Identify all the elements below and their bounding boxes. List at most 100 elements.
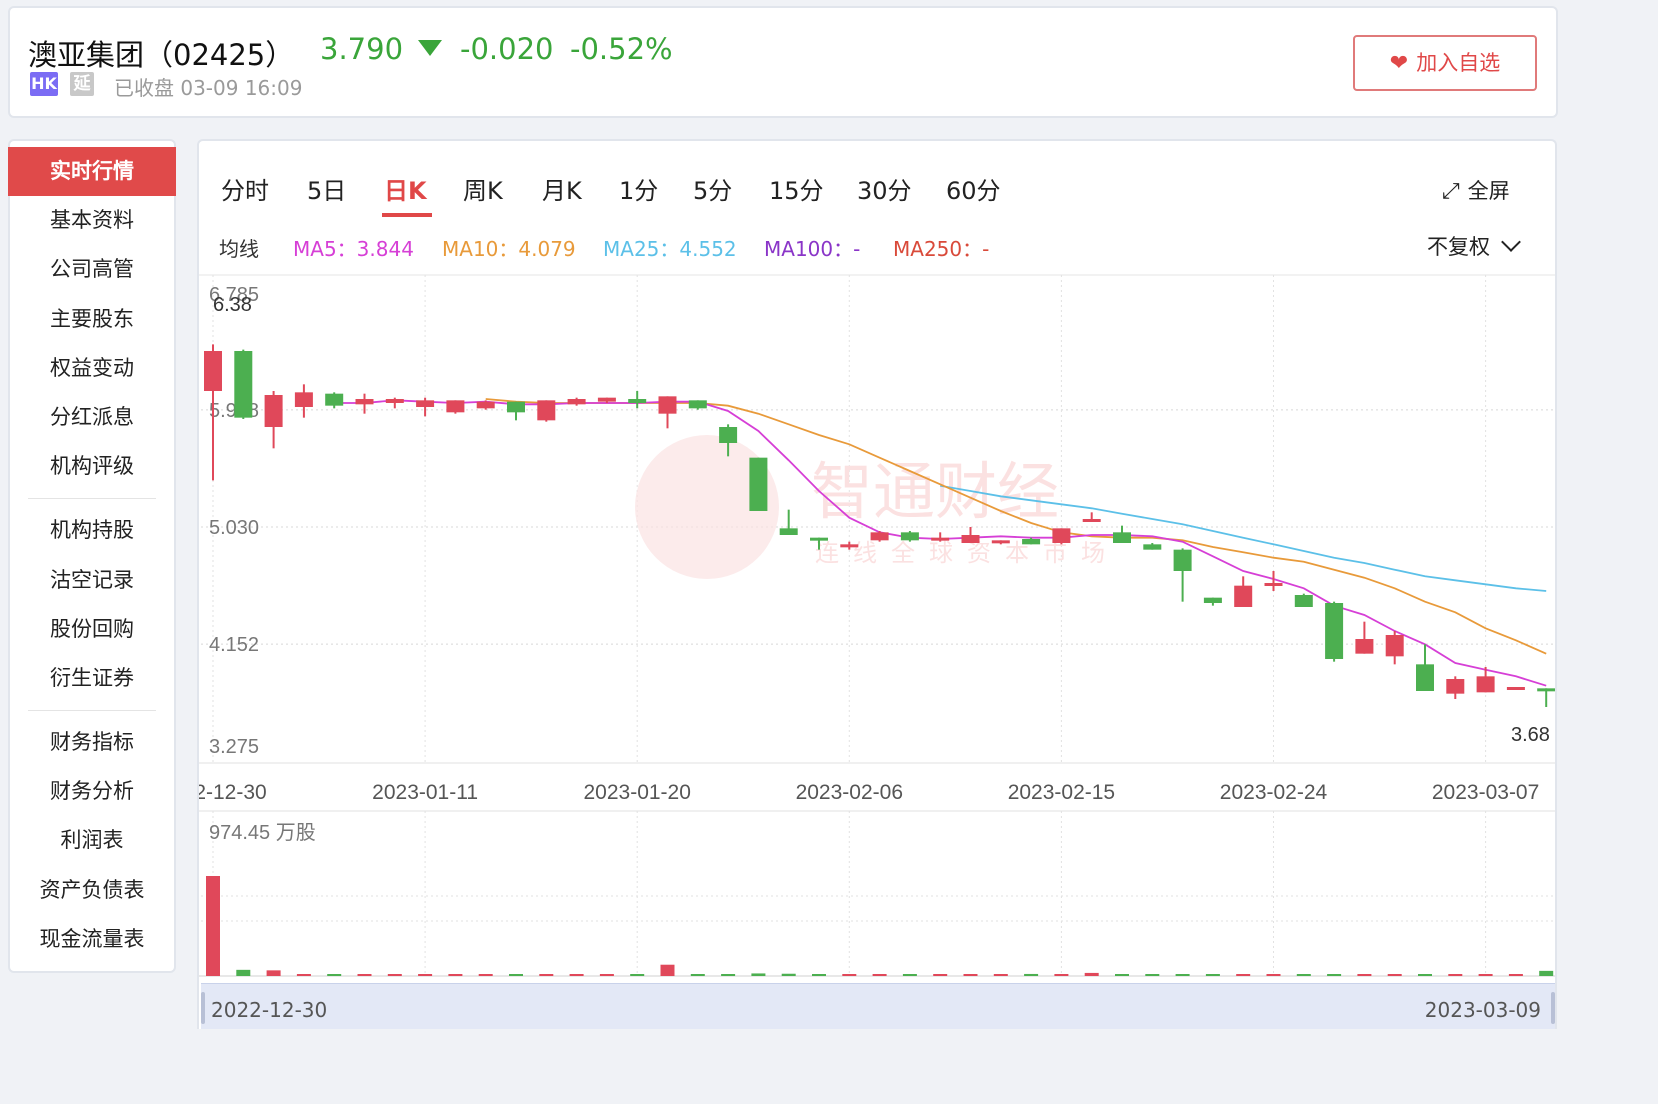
delay-badge: 延 bbox=[70, 72, 94, 96]
sidebar-item-major-shareholders[interactable]: 主要股东 bbox=[50, 306, 134, 331]
watermark-subtext-icon: 连线全球资本市场 bbox=[815, 539, 1119, 567]
volume-bar bbox=[206, 876, 220, 976]
candle-body bbox=[1446, 679, 1465, 694]
tab-15min[interactable]: 15分 bbox=[769, 177, 824, 205]
sidebar-item-basic-info[interactable]: 基本资料 bbox=[50, 208, 134, 233]
volume-bar bbox=[1145, 974, 1160, 976]
expand-icon: ⤢ bbox=[1442, 179, 1460, 204]
candle-body bbox=[840, 544, 859, 548]
tab-30min[interactable]: 30分 bbox=[857, 177, 912, 205]
candle-body bbox=[597, 397, 616, 402]
sidebar-item-financial-indicators[interactable]: 财务指标 bbox=[50, 730, 134, 755]
tab-1min[interactable]: 1分 bbox=[619, 177, 659, 205]
sidebar-item-cash-flow[interactable]: 现金流量表 bbox=[39, 926, 145, 951]
sidebar-item-dividends[interactable]: 分红派息 bbox=[50, 404, 134, 429]
candle-body bbox=[537, 400, 556, 421]
ma10-value: MA10：4.079 bbox=[442, 237, 576, 261]
max-price-label: 6.38 bbox=[213, 294, 252, 316]
candle-body bbox=[325, 393, 344, 406]
candle-body bbox=[294, 392, 313, 407]
x-tick-label: 2023-02-24 bbox=[1220, 781, 1328, 804]
candle-body bbox=[1294, 595, 1313, 607]
sidebar-item-realtime[interactable]: 实时行情 bbox=[8, 147, 176, 197]
x-tick-label: 2023-01-20 bbox=[583, 781, 690, 804]
candle-body bbox=[1537, 688, 1555, 692]
sidebar-divider bbox=[28, 710, 156, 712]
candle-body bbox=[234, 351, 253, 418]
volume-bar bbox=[690, 974, 705, 976]
tab-5day[interactable]: 5日 bbox=[307, 177, 347, 205]
fullscreen-button[interactable]: ⤢ 全屏 bbox=[1442, 175, 1510, 205]
candle-body bbox=[1203, 597, 1222, 603]
candle-body bbox=[688, 400, 707, 409]
chevron-down-icon bbox=[1501, 232, 1521, 252]
tab-weekly-k[interactable]: 周K bbox=[463, 177, 503, 205]
x-tick-label: 2023-03-07 bbox=[1432, 781, 1539, 804]
tab-5min[interactable]: 5分 bbox=[693, 177, 733, 205]
navigator-left-handle[interactable] bbox=[201, 992, 205, 1024]
sidebar-item-ratings[interactable]: 机构评级 bbox=[50, 454, 134, 479]
volume-bar bbox=[1478, 974, 1493, 976]
volume-bar bbox=[1357, 974, 1372, 976]
volume-bar bbox=[721, 974, 736, 976]
candle-body bbox=[204, 351, 222, 391]
sidebar-item-institutional-holdings[interactable]: 机构持股 bbox=[50, 518, 134, 543]
volume-bar bbox=[387, 974, 402, 976]
kline-chart[interactable]: 智通财经连线全球资本市场6.7855.9085.0304.1523.275202… bbox=[199, 141, 1555, 983]
volume-bar bbox=[1236, 974, 1251, 976]
sidebar-item-income-statement[interactable]: 利润表 bbox=[60, 828, 124, 853]
tab-daily-k[interactable]: 日K bbox=[384, 177, 427, 205]
sidebar-item-executives[interactable]: 公司高管 bbox=[50, 257, 134, 282]
volume-bar bbox=[751, 973, 766, 976]
x-tick-label: 2023-02-06 bbox=[796, 781, 903, 804]
watermark-logo bbox=[635, 435, 779, 579]
add-to-watchlist-button[interactable]: ❤ 加入自选 bbox=[1353, 35, 1537, 91]
candle-body bbox=[446, 400, 465, 413]
tab-monthly-k[interactable]: 月K bbox=[542, 177, 582, 205]
y-tick-label: 4.152 bbox=[209, 634, 259, 656]
volume-bar bbox=[599, 974, 614, 976]
volume-bar bbox=[1266, 974, 1281, 976]
volume-bar bbox=[236, 969, 251, 976]
candle-body bbox=[1082, 519, 1101, 522]
candle-body bbox=[810, 537, 828, 541]
tab-60min[interactable]: 60分 bbox=[946, 177, 1001, 205]
range-navigator[interactable]: 2022-12-30 2023-03-09 bbox=[201, 983, 1555, 1029]
candle-body bbox=[1506, 687, 1525, 690]
candle-body bbox=[961, 535, 980, 543]
candle-body bbox=[1052, 528, 1071, 543]
volume-bar bbox=[1508, 974, 1523, 976]
hk-market-badge: HK bbox=[30, 72, 58, 96]
navigator-right-handle[interactable] bbox=[1551, 992, 1555, 1024]
watermark-text-icon: 智通财经 bbox=[811, 455, 1059, 528]
candle-body bbox=[658, 396, 677, 414]
ma5-value: MA5：3.844 bbox=[293, 237, 414, 261]
volume-bar bbox=[963, 974, 978, 976]
candle-body bbox=[870, 532, 889, 541]
candle-body bbox=[779, 528, 798, 535]
adjustment-label: 不复权 bbox=[1427, 235, 1490, 259]
chart-panel: 智通财经连线全球资本市场6.7855.9085.0304.1523.275202… bbox=[197, 139, 1557, 1029]
sidebar-item-equity-changes[interactable]: 权益变动 bbox=[50, 355, 134, 380]
ma-title: 均线 bbox=[219, 237, 259, 261]
candle-body bbox=[567, 399, 586, 405]
adjustment-dropdown[interactable]: 不复权 bbox=[1427, 231, 1521, 261]
volume-bar bbox=[357, 974, 372, 976]
tab-intraday[interactable]: 分时 bbox=[221, 177, 269, 205]
y-tick-label: 5.030 bbox=[209, 517, 259, 539]
sidebar-item-buyback[interactable]: 股份回购 bbox=[50, 616, 134, 641]
navigator-start-date: 2022-12-30 bbox=[211, 998, 328, 1022]
ma25-value: MA25：4.552 bbox=[603, 237, 737, 261]
candle-body bbox=[1476, 676, 1495, 693]
volume-bar bbox=[1084, 972, 1099, 976]
candle-body bbox=[264, 395, 283, 427]
last-price: 3.790 bbox=[320, 32, 404, 66]
sidebar-item-derivatives[interactable]: 衍生证券 bbox=[50, 665, 134, 690]
volume-bar bbox=[812, 974, 826, 976]
sidebar-item-financial-analysis[interactable]: 财务分析 bbox=[50, 779, 134, 804]
price-change-percent: -0.52% bbox=[570, 32, 673, 66]
volume-bar bbox=[630, 974, 645, 976]
add-to-watchlist-label: 加入自选 bbox=[1416, 51, 1501, 75]
sidebar-item-balance-sheet[interactable]: 资产负债表 bbox=[39, 877, 145, 902]
sidebar-item-short-selling[interactable]: 沽空记录 bbox=[50, 567, 134, 592]
